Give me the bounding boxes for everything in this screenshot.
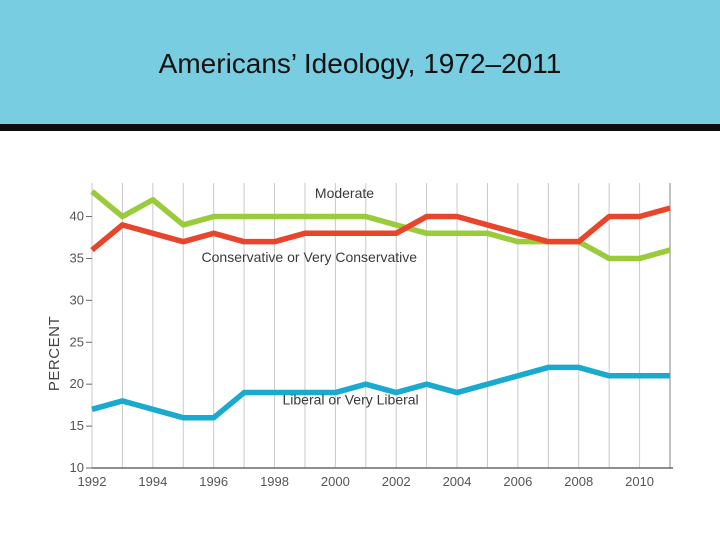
x-tick-label: 1992	[78, 474, 107, 489]
y-tick-label: 25	[70, 334, 84, 349]
x-tick-label: 2006	[503, 474, 532, 489]
series-lines	[90, 189, 671, 421]
x-tick-label: 2004	[443, 474, 472, 489]
y-tick-label: 40	[70, 209, 84, 224]
series-label-liberal: Liberal or Very Liberal	[282, 391, 418, 407]
x-tick-label: 2008	[564, 474, 593, 489]
x-tick-label: 2010	[625, 474, 654, 489]
ideology-line-chart: Moderate Conservative or Very Conservativ…	[46, 183, 673, 489]
series-line-conservative	[90, 205, 671, 253]
y-tick-label: 15	[70, 418, 84, 433]
series-label-conservative: Conservative or Very Conservative	[202, 249, 418, 265]
title-divider	[0, 124, 720, 131]
y-tick-label: 30	[70, 292, 84, 307]
title-banner	[0, 0, 720, 124]
x-tick-label: 1996	[199, 474, 228, 489]
x-tick-label: 1998	[260, 474, 289, 489]
series-line-liberal	[91, 364, 670, 421]
x-tick-label: 1994	[138, 474, 167, 489]
x-tick-label: 2000	[321, 474, 350, 489]
series-labels: Moderate Conservative or Very Conservativ…	[202, 185, 419, 407]
grid	[91, 183, 671, 468]
series-label-moderate: Moderate	[315, 185, 374, 201]
axes: 1992 1994 1996 1998 2000 2002 2004 2006 2008 2010…	[70, 209, 673, 489]
y-tick-label: 10	[70, 460, 84, 475]
slide-title: Americans’ Ideology, 1972–2011	[158, 48, 562, 79]
x-tick-label: 2002	[382, 474, 411, 489]
y-tick-label: 20	[70, 376, 84, 391]
y-tick-label: 35	[70, 250, 84, 265]
y-axis-label: PERCENT	[46, 316, 63, 391]
